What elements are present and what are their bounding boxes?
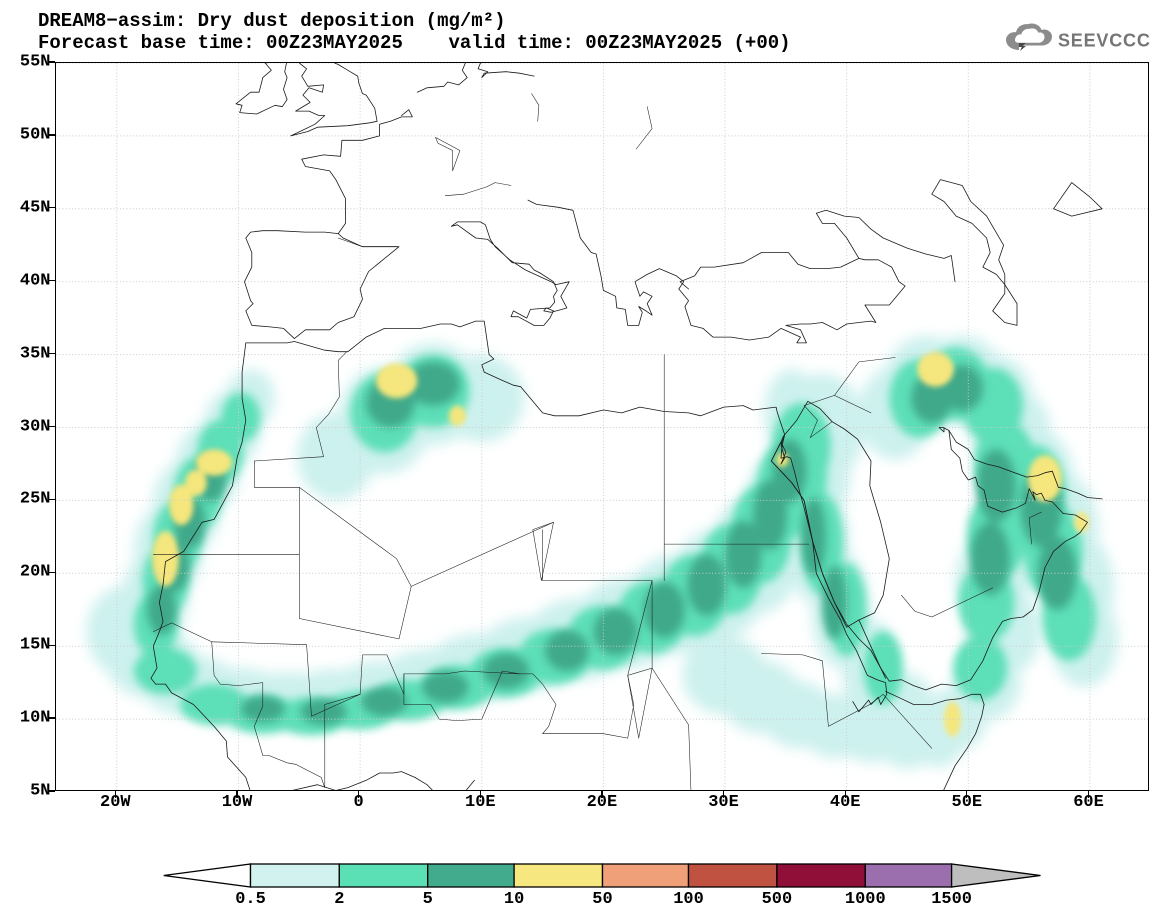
svg-text:SEEVCCC: SEEVCCC xyxy=(1058,31,1151,51)
